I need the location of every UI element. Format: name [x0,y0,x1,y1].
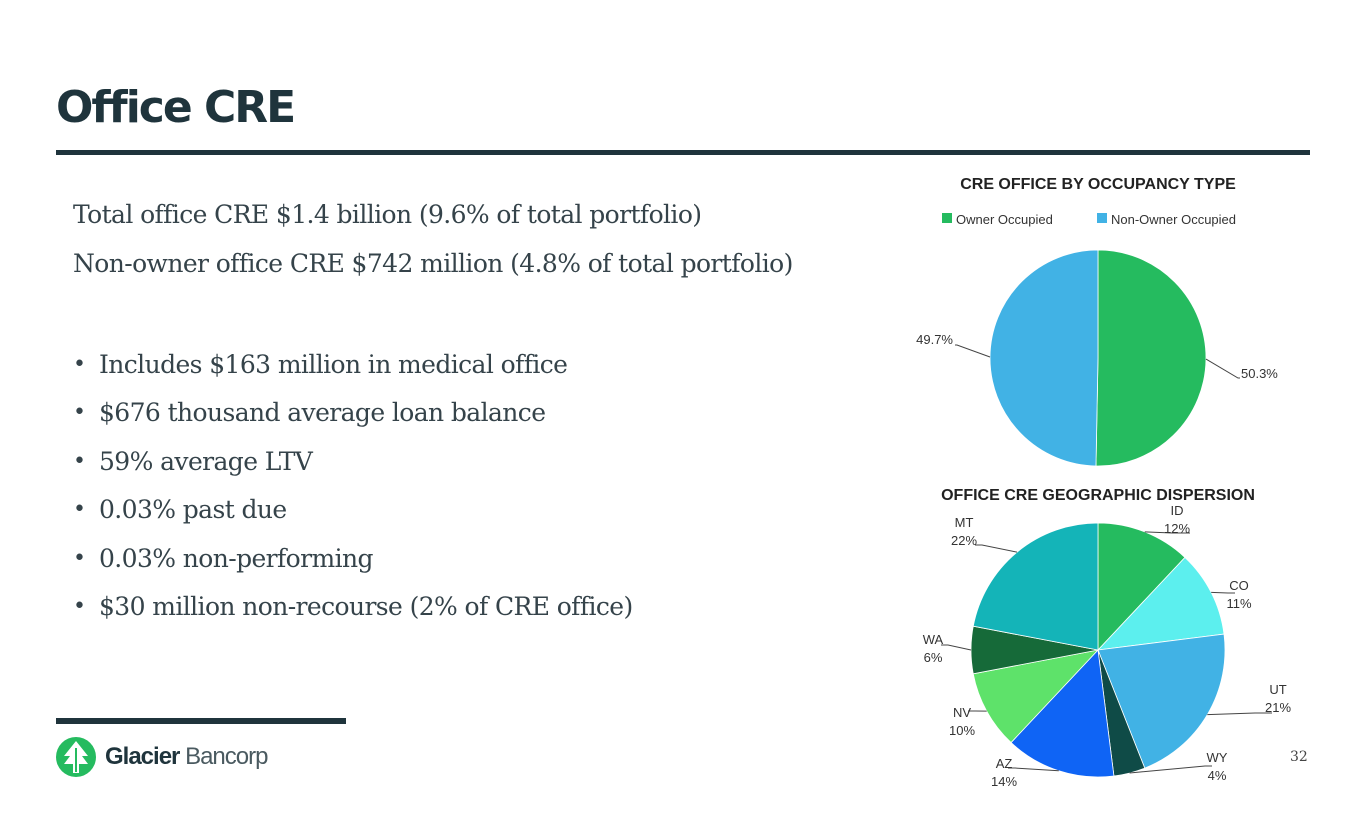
bullet-item: • Includes $163 million in medical office [73,340,633,389]
logo-brand-text: Glacier [105,743,180,770]
leader-line-non-owner-occupied [955,344,991,358]
bullet-text: $30 million non-recourse (2% of CRE offi… [99,592,633,622]
pie-slice-owner-occupied [1095,249,1207,467]
data-label-category-nv: NV [953,705,971,720]
bullet-marker: • [73,545,86,571]
geographic-pie: ID 12% CO 11% UT 21% WY 4% AZ 14% NV 10% WA 6% MT 22% [923,503,1292,789]
leader-line-owner-occupied [1205,358,1240,379]
leader-line-ut [1207,712,1272,716]
bullet-item: • 59% average LTV [73,437,633,486]
data-label-category-az: AZ [996,756,1013,771]
pie-slice-non-owner-occupied [989,249,1099,467]
data-label-category-mt: MT [955,515,974,530]
leader-line-co [1211,591,1235,594]
pie-slice-mt [972,522,1099,651]
data-label-value-co: 11% [1226,596,1251,611]
occupancy-chart-title: CRE OFFICE BY OCCUPANCY TYPE [960,176,1236,193]
occupancy-pie: 50.3% 49.7% [916,249,1278,467]
headline-non-owner-office-cre: Non-owner office CRE $742 million (4.8% … [73,249,793,278]
bullet-text: Includes $163 million in medical office [99,349,568,379]
leader-line-wy [1129,765,1212,774]
bullet-text: 0.03% past due [99,495,287,525]
data-label-value-mt: 22% [951,533,977,548]
legend-label-non-owner-occupied: Non-Owner Occupied [1111,212,1236,227]
geographic-chart-title: OFFICE CRE GEOGRAPHIC DISPERSION [941,487,1255,504]
leader-line-mt [975,544,1018,553]
logo-suffix-text: Bancorp [185,743,268,770]
legend-swatch-owner-occupied [942,213,952,223]
data-label-value-wy: 4% [1208,768,1227,783]
glacier-bancorp-logo: Glacier Bancorp [55,736,268,778]
key-metrics-list: • Includes $163 million in medical office… [73,340,633,631]
data-label-category-ut: UT [1269,682,1286,697]
leader-line-wa [941,644,972,651]
legend-swatch-non-owner-occupied [1097,213,1107,223]
data-label-value-ut: 21% [1265,700,1291,715]
data-label-category-co: CO [1229,578,1249,593]
data-label-value-owner-occupied: 50.3% [1241,366,1278,381]
bullet-marker: • [73,448,86,474]
bullet-marker: • [73,497,86,523]
data-label-value-id: 12% [1164,521,1190,536]
slide-title: Office CRE [56,82,296,133]
pie-slice-id [1097,522,1186,652]
bullet-marker: • [73,594,86,620]
headline-total-office-cre: Total office CRE $1.4 billion (9.6% of t… [73,200,702,229]
bullet-text: 59% average LTV [99,446,313,476]
data-label-category-id: ID [1171,503,1184,518]
legend-label-owner-occupied: Owner Occupied [956,212,1053,227]
data-label-value-wa: 6% [924,650,943,665]
footer-divider [56,718,346,724]
bullet-marker: • [73,351,86,377]
data-label-value-az: 14% [991,774,1017,789]
data-label-category-wy: WY [1207,750,1228,765]
bullet-item: • 0.03% past due [73,486,633,535]
leader-line-az [1008,767,1059,772]
bullet-marker: • [73,400,86,426]
leader-line-id [1144,531,1190,534]
bullet-text: 0.03% non-performing [99,543,373,573]
bullet-text: $676 thousand average loan balance [99,398,546,428]
pie-slice-nv [972,649,1100,744]
data-label-value-non-owner-occupied: 49.7% [916,332,953,347]
data-label-value-nv: 10% [949,723,975,738]
glacier-logo-icon [56,737,96,777]
bullet-item: • $30 million non-recourse (2% of CRE off… [73,583,633,632]
bullet-item: • $676 thousand average loan balance [73,389,633,438]
data-label-category-wa: WA [923,632,944,647]
bullet-item: • 0.03% non-performing [73,534,633,583]
page-number: 32 [1290,749,1308,765]
title-divider [56,150,1310,155]
logo-wordmark: Glacier Bancorp [105,743,268,771]
